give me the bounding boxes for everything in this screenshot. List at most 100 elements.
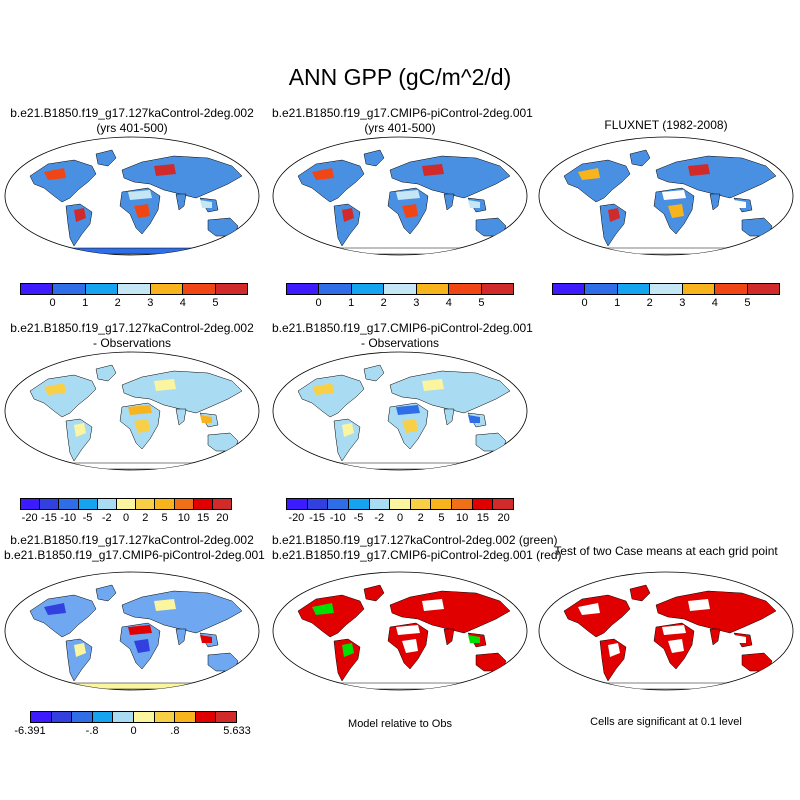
panel-5-title-line2: - Observations: [360, 336, 440, 350]
data-region: [342, 208, 354, 222]
colorbar-swatch: [212, 499, 232, 509]
panel-2-title-line2: (yrs 401-500): [364, 121, 436, 135]
colorbar-tick-label: -2: [101, 512, 112, 524]
data-region: [312, 383, 334, 395]
data-region: [134, 419, 150, 433]
colorbar-swatch: [116, 499, 137, 509]
colorbar-tick-label: 1: [348, 297, 355, 309]
colorbar-tick-label: -.8: [85, 725, 99, 737]
colorbar-tick-label: -15: [40, 512, 57, 524]
colorbar-swatch: [493, 499, 514, 509]
panel-5-map: [272, 351, 528, 471]
colorbar-tick-label: 0: [122, 512, 130, 524]
panel-1-title-line1: b.e21.B1850.f19_g17.127kaControl-2deg.00…: [10, 106, 254, 120]
colorbar-swatch: [369, 499, 391, 509]
panel-3-title-line1: FLUXNET (1982-2008): [604, 118, 728, 132]
panel-2-title-line1: b.e21.B1850.f19_g17.CMIP6-piControl-2deg…: [272, 106, 533, 120]
colorbar-panel-1: [20, 283, 248, 295]
land-greenland: [629, 149, 651, 167]
panel-6-title-line1: b.e21.B1850.f19_g17.127kaControl-2deg.00…: [10, 533, 254, 547]
colorbar-swatch: [715, 284, 748, 294]
data-region: [44, 603, 66, 615]
colorbar-swatch: [650, 284, 683, 294]
colorbar-swatch: [472, 499, 494, 509]
panel-6-title: b.e21.B1850.f19_g17.127kaControl-2deg.00…: [4, 533, 265, 563]
colorbar-swatch: [195, 712, 217, 722]
data-region: [422, 379, 444, 391]
colorbar-tick-label: -5: [353, 512, 364, 524]
land-antarctica: [577, 247, 755, 255]
data-region: [200, 415, 212, 423]
colorbar-swatch: [78, 499, 98, 509]
colorbar-tick-label: 3: [413, 297, 420, 309]
panel-3-title: FLUXNET (1982-2008): [538, 118, 794, 133]
panel-6-title-line2: b.e21.B1850.f19_g17.CMIP6-piControl-2deg…: [4, 548, 265, 562]
colorbar-tick-label: -10: [60, 512, 77, 524]
land-greenland: [363, 149, 385, 167]
data-region: [312, 603, 334, 615]
data-region: [312, 168, 334, 180]
data-region: [662, 190, 686, 200]
land-india: [175, 408, 187, 426]
colorbar-swatch: [175, 712, 196, 722]
data-region: [734, 200, 746, 208]
colorbar-tick-label: 0: [396, 512, 404, 524]
colorbar-swatch: [287, 499, 308, 509]
land-southAmerica: [333, 638, 361, 682]
land-eurasia: [389, 590, 511, 634]
colorbar-panel-2-labels: 0 1 2 3 4 5: [286, 297, 514, 311]
panel-4-title-line2: - Observations: [92, 336, 172, 350]
colorbar-tick-label: 4: [711, 297, 718, 309]
colorbar-swatch: [31, 712, 52, 722]
data-region: [578, 603, 600, 615]
colorbar-swatch: [183, 284, 216, 294]
colorbar-swatch: [319, 284, 352, 294]
panel-6-map: [4, 571, 260, 691]
data-region: [396, 405, 420, 415]
colorbar-tick-label: 10: [456, 512, 469, 524]
land-antarctica: [577, 682, 755, 690]
land-greenland: [95, 364, 117, 382]
data-region: [402, 419, 418, 433]
colorbar-tick-label: -5: [82, 512, 93, 524]
data-region: [468, 415, 480, 423]
colorbar-tick-label: 5.633: [223, 725, 251, 737]
panel-2-map: [272, 136, 528, 256]
land-southAmerica: [599, 638, 627, 682]
colorbar-swatch: [452, 499, 473, 509]
data-region: [402, 204, 418, 218]
colorbar-tick-label: 2: [142, 512, 149, 524]
land-northAmerica: [29, 159, 97, 203]
data-region: [74, 643, 86, 657]
data-region: [154, 164, 176, 176]
land-northAmerica: [29, 374, 97, 418]
land-greenland: [363, 364, 385, 382]
land-greenland: [363, 584, 385, 602]
land-southAmerica: [599, 203, 627, 247]
panel-8-title: Test of two Case means at each grid poin…: [538, 544, 794, 559]
colorbar-tick-label: 0: [581, 297, 588, 309]
colorbar-swatch: [410, 499, 432, 509]
land-southAmerica: [333, 203, 361, 247]
colorbar-swatch: [481, 284, 513, 294]
colorbar-swatch: [617, 284, 651, 294]
data-region: [734, 635, 746, 643]
land-eurasia: [655, 155, 777, 199]
colorbar-panel-1-labels: 0 1 2 3 4 5: [20, 297, 248, 311]
data-region: [668, 639, 684, 653]
colorbar-tick-label: 0: [49, 297, 56, 309]
colorbar-tick-label: 3: [147, 297, 154, 309]
data-region: [608, 208, 620, 222]
colorbar-swatch: [97, 499, 117, 509]
colorbar-panel-4: [20, 498, 232, 510]
land-eurasia: [389, 155, 511, 199]
data-region: [200, 635, 212, 643]
colorbar-tick-label: 2: [380, 297, 387, 309]
panel-8-map: [538, 571, 794, 691]
land-eurasia: [121, 590, 243, 634]
panel-4-title: b.e21.B1850.f19_g17.127kaControl-2deg.00…: [4, 321, 260, 351]
land-antarctica: [43, 682, 221, 690]
panel-3-map: [538, 136, 794, 256]
land-india: [443, 193, 455, 211]
colorbar-tick-label: 5: [438, 512, 445, 524]
